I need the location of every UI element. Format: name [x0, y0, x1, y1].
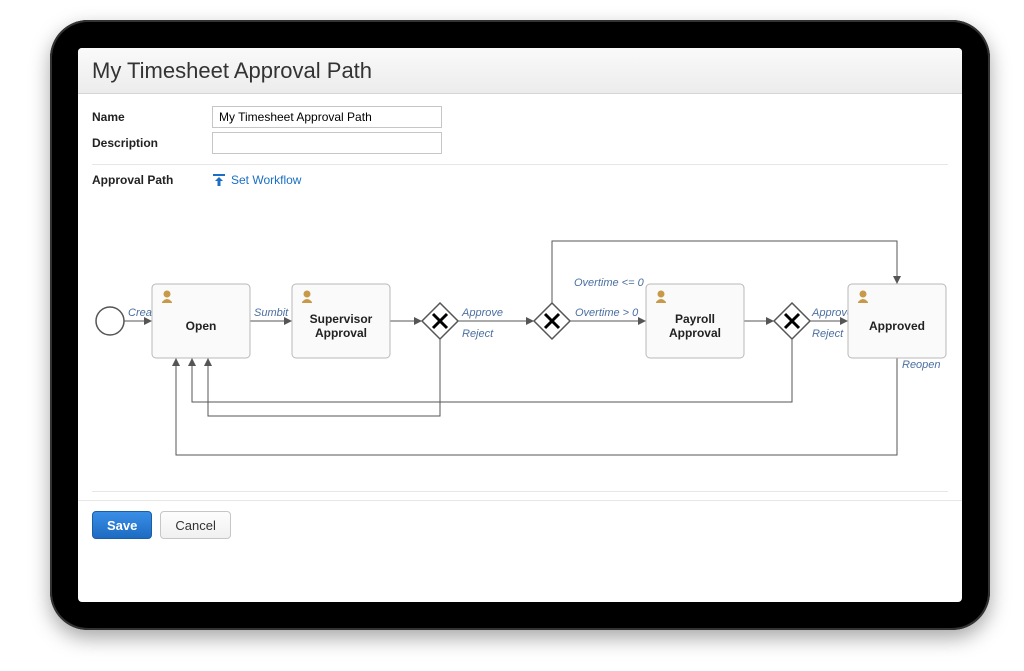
page-title: My Timesheet Approval Path: [92, 58, 372, 84]
set-workflow-label: Set Workflow: [231, 173, 301, 187]
save-button[interactable]: Save: [92, 511, 152, 539]
node-label-payroll: Approval: [669, 326, 721, 340]
edge-e_approved_reopen: [176, 358, 897, 455]
row-description: Description: [92, 132, 948, 154]
content-area: Name Description Approval Path Set Workf…: [78, 94, 962, 492]
name-label: Name: [92, 110, 212, 124]
set-workflow-button[interactable]: Set Workflow: [212, 173, 301, 187]
edge-label-e_approved_reopen: Reopen: [902, 359, 941, 371]
cancel-button-label: Cancel: [175, 518, 215, 533]
cancel-button[interactable]: Cancel: [160, 511, 230, 539]
edge-label-e_g2_overtimeg0: Overtime > 0: [575, 307, 639, 319]
start-event[interactable]: [96, 307, 124, 335]
titlebar: My Timesheet Approval Path: [78, 48, 962, 94]
edge-label-e_g2_overtime0: Overtime <= 0: [574, 277, 645, 289]
row-name: Name: [92, 106, 948, 128]
separator-top: [92, 164, 948, 165]
name-input[interactable]: [212, 106, 442, 128]
footer: Save Cancel: [78, 500, 962, 549]
approval-path-header: Approval Path Set Workflow: [92, 173, 948, 187]
tablet-frame: My Timesheet Approval Path Name Descript…: [50, 20, 990, 630]
description-input[interactable]: [212, 132, 442, 154]
edge-label-e_open_supervisor: Sumbit: [254, 307, 289, 319]
node-label-supervisor: Supervisor: [310, 312, 373, 326]
description-label: Description: [92, 136, 212, 150]
node-label-supervisor: Approval: [315, 326, 367, 340]
upload-icon: [212, 173, 226, 187]
node-label-payroll: Payroll: [675, 312, 715, 326]
edge-label-e_g3_approve: Approve: [811, 307, 853, 319]
workflow-diagram: CreateSumbitApproveRejectOvertime <= 0Ov…: [92, 191, 948, 481]
node-label-approved: Approved: [869, 319, 925, 333]
edge-label-e_g1_g2: Approve: [461, 307, 503, 319]
app-screen: My Timesheet Approval Path Name Descript…: [78, 48, 962, 602]
edge-label-e_g1_reject: Reject: [462, 328, 494, 340]
workflow-svg: CreateSumbitApproveRejectOvertime <= 0Ov…: [92, 191, 948, 481]
edge-label-e_g3_reject: Reject: [812, 328, 844, 340]
node-label-open: Open: [186, 319, 217, 333]
separator-bottom: [92, 491, 948, 492]
approval-path-label: Approval Path: [92, 173, 212, 187]
save-button-label: Save: [107, 518, 137, 533]
